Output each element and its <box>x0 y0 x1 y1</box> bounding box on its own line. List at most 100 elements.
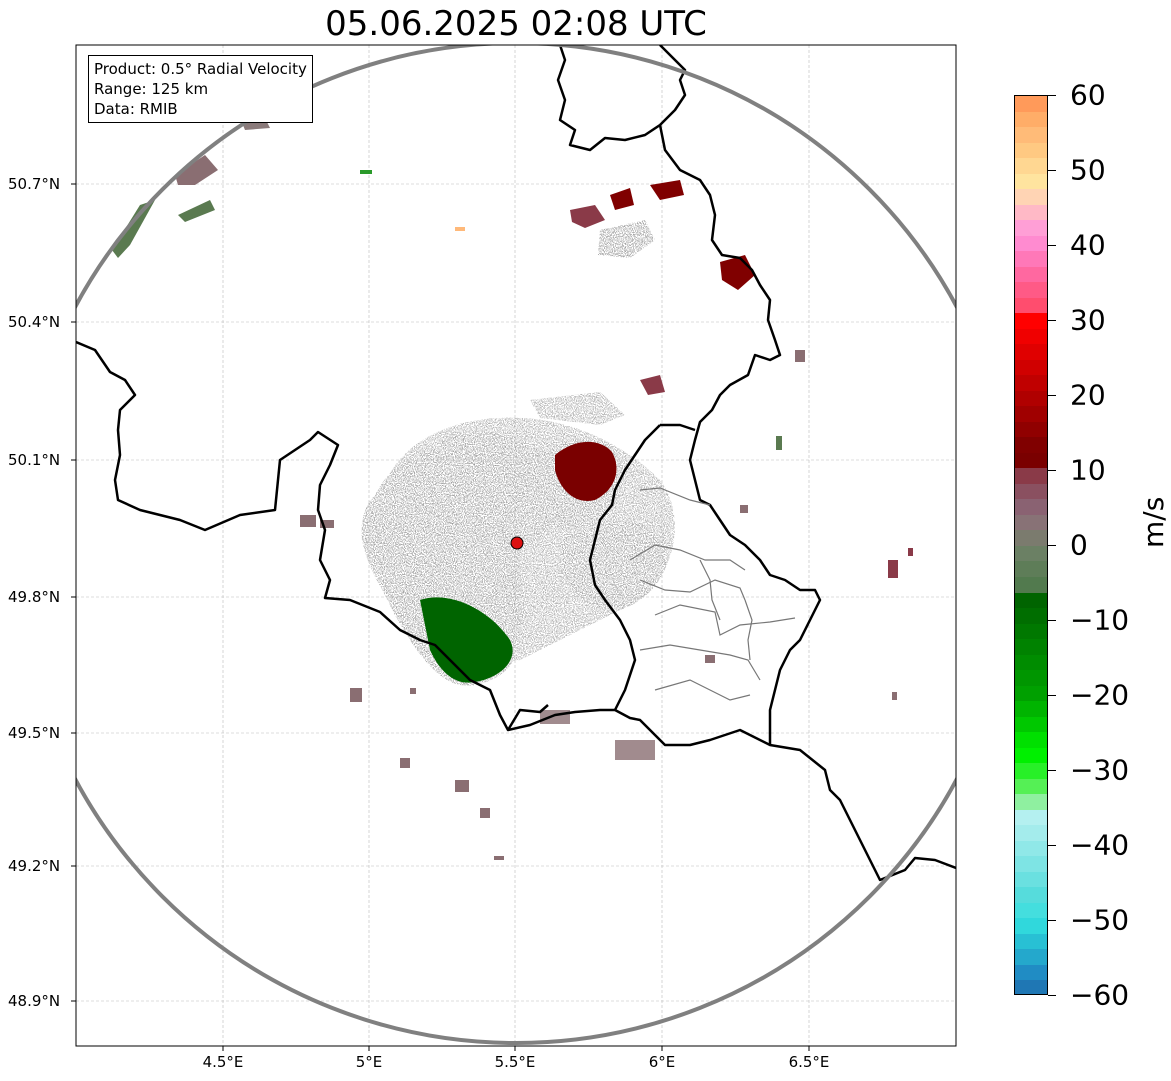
colorbar-segment <box>1015 437 1047 453</box>
colorbar-segment <box>1015 887 1047 903</box>
colorbar-tick <box>1048 845 1056 846</box>
colorbar-tick <box>1048 695 1056 696</box>
colorbar-tick-label: −60 <box>1070 978 1130 1012</box>
lon-label: 6°E <box>648 1053 676 1071</box>
colorbar-segment <box>1015 871 1047 888</box>
colorbar-segment <box>1015 918 1047 934</box>
colorbar-tick <box>1048 170 1056 171</box>
lat-label: 49.8°N <box>8 588 61 606</box>
lon-label: 5°E <box>355 1053 383 1071</box>
colorbar-segment <box>1015 266 1047 283</box>
axis-ticks <box>71 183 810 1051</box>
colorbar-tick-label: 50 <box>1070 153 1106 187</box>
colorbar-tick-label: 30 <box>1070 303 1106 337</box>
colorbar-tick <box>1048 320 1056 321</box>
radar-site-marker <box>510 536 524 550</box>
colorbar-segment <box>1015 949 1047 965</box>
colorbar-segment <box>1015 421 1047 438</box>
colorbar-tick <box>1048 995 1056 996</box>
colorbar-segment <box>1015 778 1047 795</box>
colorbar-tick <box>1048 545 1056 546</box>
colorbar-segment <box>1015 685 1047 702</box>
colorbar-segment <box>1015 514 1047 531</box>
info-data-source: Data: RMIB <box>94 100 178 118</box>
colorbar-segment <box>1015 235 1047 252</box>
range-ring <box>76 45 956 1045</box>
colorbar-segment <box>1015 328 1047 345</box>
colorbar-segment <box>1015 840 1047 857</box>
colorbar-tick-label: 40 <box>1070 228 1106 262</box>
colorbar-segment <box>1015 204 1047 221</box>
colorbar-tick <box>1048 770 1056 771</box>
colorbar-tick <box>1048 470 1056 471</box>
colorbar-segment <box>1015 189 1047 205</box>
colorbar-segment <box>1015 716 1047 733</box>
colorbar-tick-label: −30 <box>1070 753 1130 787</box>
plot-frame <box>75 44 957 1047</box>
lat-label: 49.2°N <box>8 857 61 875</box>
colorbar-segment <box>1015 313 1047 329</box>
colorbar-segment <box>1015 468 1047 484</box>
lon-label: 6.5°E <box>788 1053 830 1071</box>
lat-label: 50.1°N <box>8 451 61 469</box>
colorbar-unit-label: m/s <box>1137 496 1170 548</box>
colorbar-segment <box>1015 359 1047 376</box>
colorbar-segment <box>1015 592 1047 609</box>
echo-north-cells <box>530 180 755 425</box>
colorbar-tick-label: 0 <box>1070 528 1088 562</box>
colorbar-segment <box>1015 499 1047 515</box>
echo-neutral-region <box>440 431 668 611</box>
colorbar-tick-label: −10 <box>1070 603 1130 637</box>
colorbar <box>1014 95 1048 995</box>
colorbar-segment <box>1015 483 1047 500</box>
colorbar-tick-label: 10 <box>1070 453 1106 487</box>
colorbar-segment <box>1015 96 1047 112</box>
colorbar-segment <box>1015 576 1047 593</box>
colorbar-tick-label: 60 <box>1070 78 1106 112</box>
colorbar-segment <box>1015 390 1047 407</box>
echo-recede-region <box>516 438 623 529</box>
colorbar-segment <box>1015 763 1047 779</box>
colorbar-segment <box>1015 282 1047 298</box>
colorbar-tick <box>1048 95 1056 96</box>
colorbar-segment <box>1015 639 1047 655</box>
colorbar-segment <box>1015 375 1047 391</box>
colorbar-segment <box>1015 670 1047 686</box>
colorbar-segment <box>1015 856 1047 872</box>
colorbar-segment <box>1015 344 1047 360</box>
colorbar-segment <box>1015 127 1047 143</box>
colorbar-segment <box>1015 545 1047 562</box>
info-box: Product: 0.5° Radial Velocity Range: 125… <box>88 55 313 123</box>
lon-label: 4.5°E <box>202 1053 244 1071</box>
colorbar-segment <box>1015 933 1047 950</box>
colorbar-segment <box>1015 732 1047 748</box>
colorbar-tick <box>1048 395 1056 396</box>
colorbar-tick-label: 20 <box>1070 378 1106 412</box>
colorbar-tick <box>1048 920 1056 921</box>
colorbar-tick <box>1048 245 1056 246</box>
colorbar-tick-label: −50 <box>1070 903 1130 937</box>
colorbar-segment <box>1015 608 1047 624</box>
colorbar-segment <box>1015 530 1047 546</box>
colorbar-segment <box>1015 623 1047 640</box>
colorbar-segment <box>1015 902 1047 919</box>
admin-borders <box>629 487 796 701</box>
lat-label: 48.9°N <box>8 992 61 1010</box>
lat-label: 49.5°N <box>8 724 61 742</box>
colorbar-tick-label: −20 <box>1070 678 1130 712</box>
colorbar-segment <box>1015 701 1047 717</box>
colorbar-segment <box>1015 561 1047 577</box>
colorbar-segment <box>1015 142 1047 159</box>
colorbar-segment <box>1015 825 1047 841</box>
colorbar-segment <box>1015 406 1047 422</box>
colorbar-segment <box>1015 220 1047 236</box>
info-range: Range: 125 km <box>94 80 209 98</box>
colorbar-segment <box>1015 111 1047 128</box>
lon-label: 5.5°E <box>494 1053 536 1071</box>
colorbar-segment <box>1015 173 1047 190</box>
colorbar-segment <box>1015 297 1047 314</box>
colorbar-segment <box>1015 794 1047 810</box>
echo-scattered-fragments <box>300 350 913 860</box>
colorbar-segment <box>1015 809 1047 826</box>
